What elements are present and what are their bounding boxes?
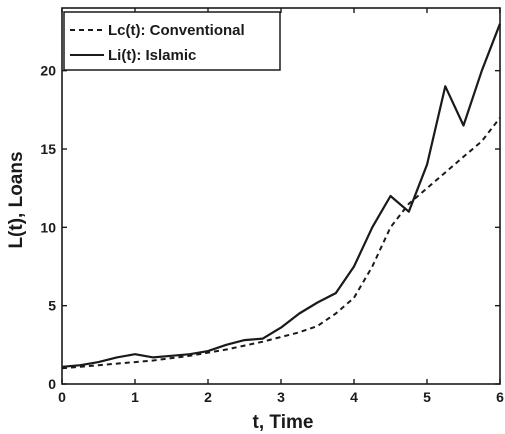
y-tick-label-20: 20	[40, 63, 56, 79]
legend-label-conventional: Lc(t): Conventional	[108, 22, 245, 39]
y-tick-label-0: 0	[48, 376, 56, 392]
y-tick-label-5: 5	[48, 298, 56, 314]
legend-label-islamic: Li(t): Islamic	[108, 47, 196, 64]
legend: Lc(t): Conventional Li(t): Islamic	[63, 11, 281, 71]
x-tick-label-3: 3	[277, 389, 285, 405]
x-tick-label-4: 4	[350, 389, 358, 405]
series-line-islamic	[61, 23, 502, 368]
series-line-conventional	[61, 117, 501, 370]
y-tick-label-15: 15	[40, 141, 56, 157]
x-tick-label-2: 2	[204, 389, 212, 405]
legend-box	[63, 11, 281, 71]
series-layer	[61, 23, 502, 370]
x-tick-label-5: 5	[423, 389, 431, 405]
x-tick-label-0: 0	[58, 389, 66, 405]
x-tick-label-6: 6	[496, 389, 504, 405]
x-axis-title: t, Time	[253, 412, 314, 433]
y-axis-title: L(t), Loans	[6, 151, 27, 248]
axes: 0 1 2 3 4 5 6 0 5 10 15 20	[40, 7, 504, 405]
y-tick-label-10: 10	[40, 219, 56, 235]
x-tick-label-1: 1	[131, 389, 139, 405]
